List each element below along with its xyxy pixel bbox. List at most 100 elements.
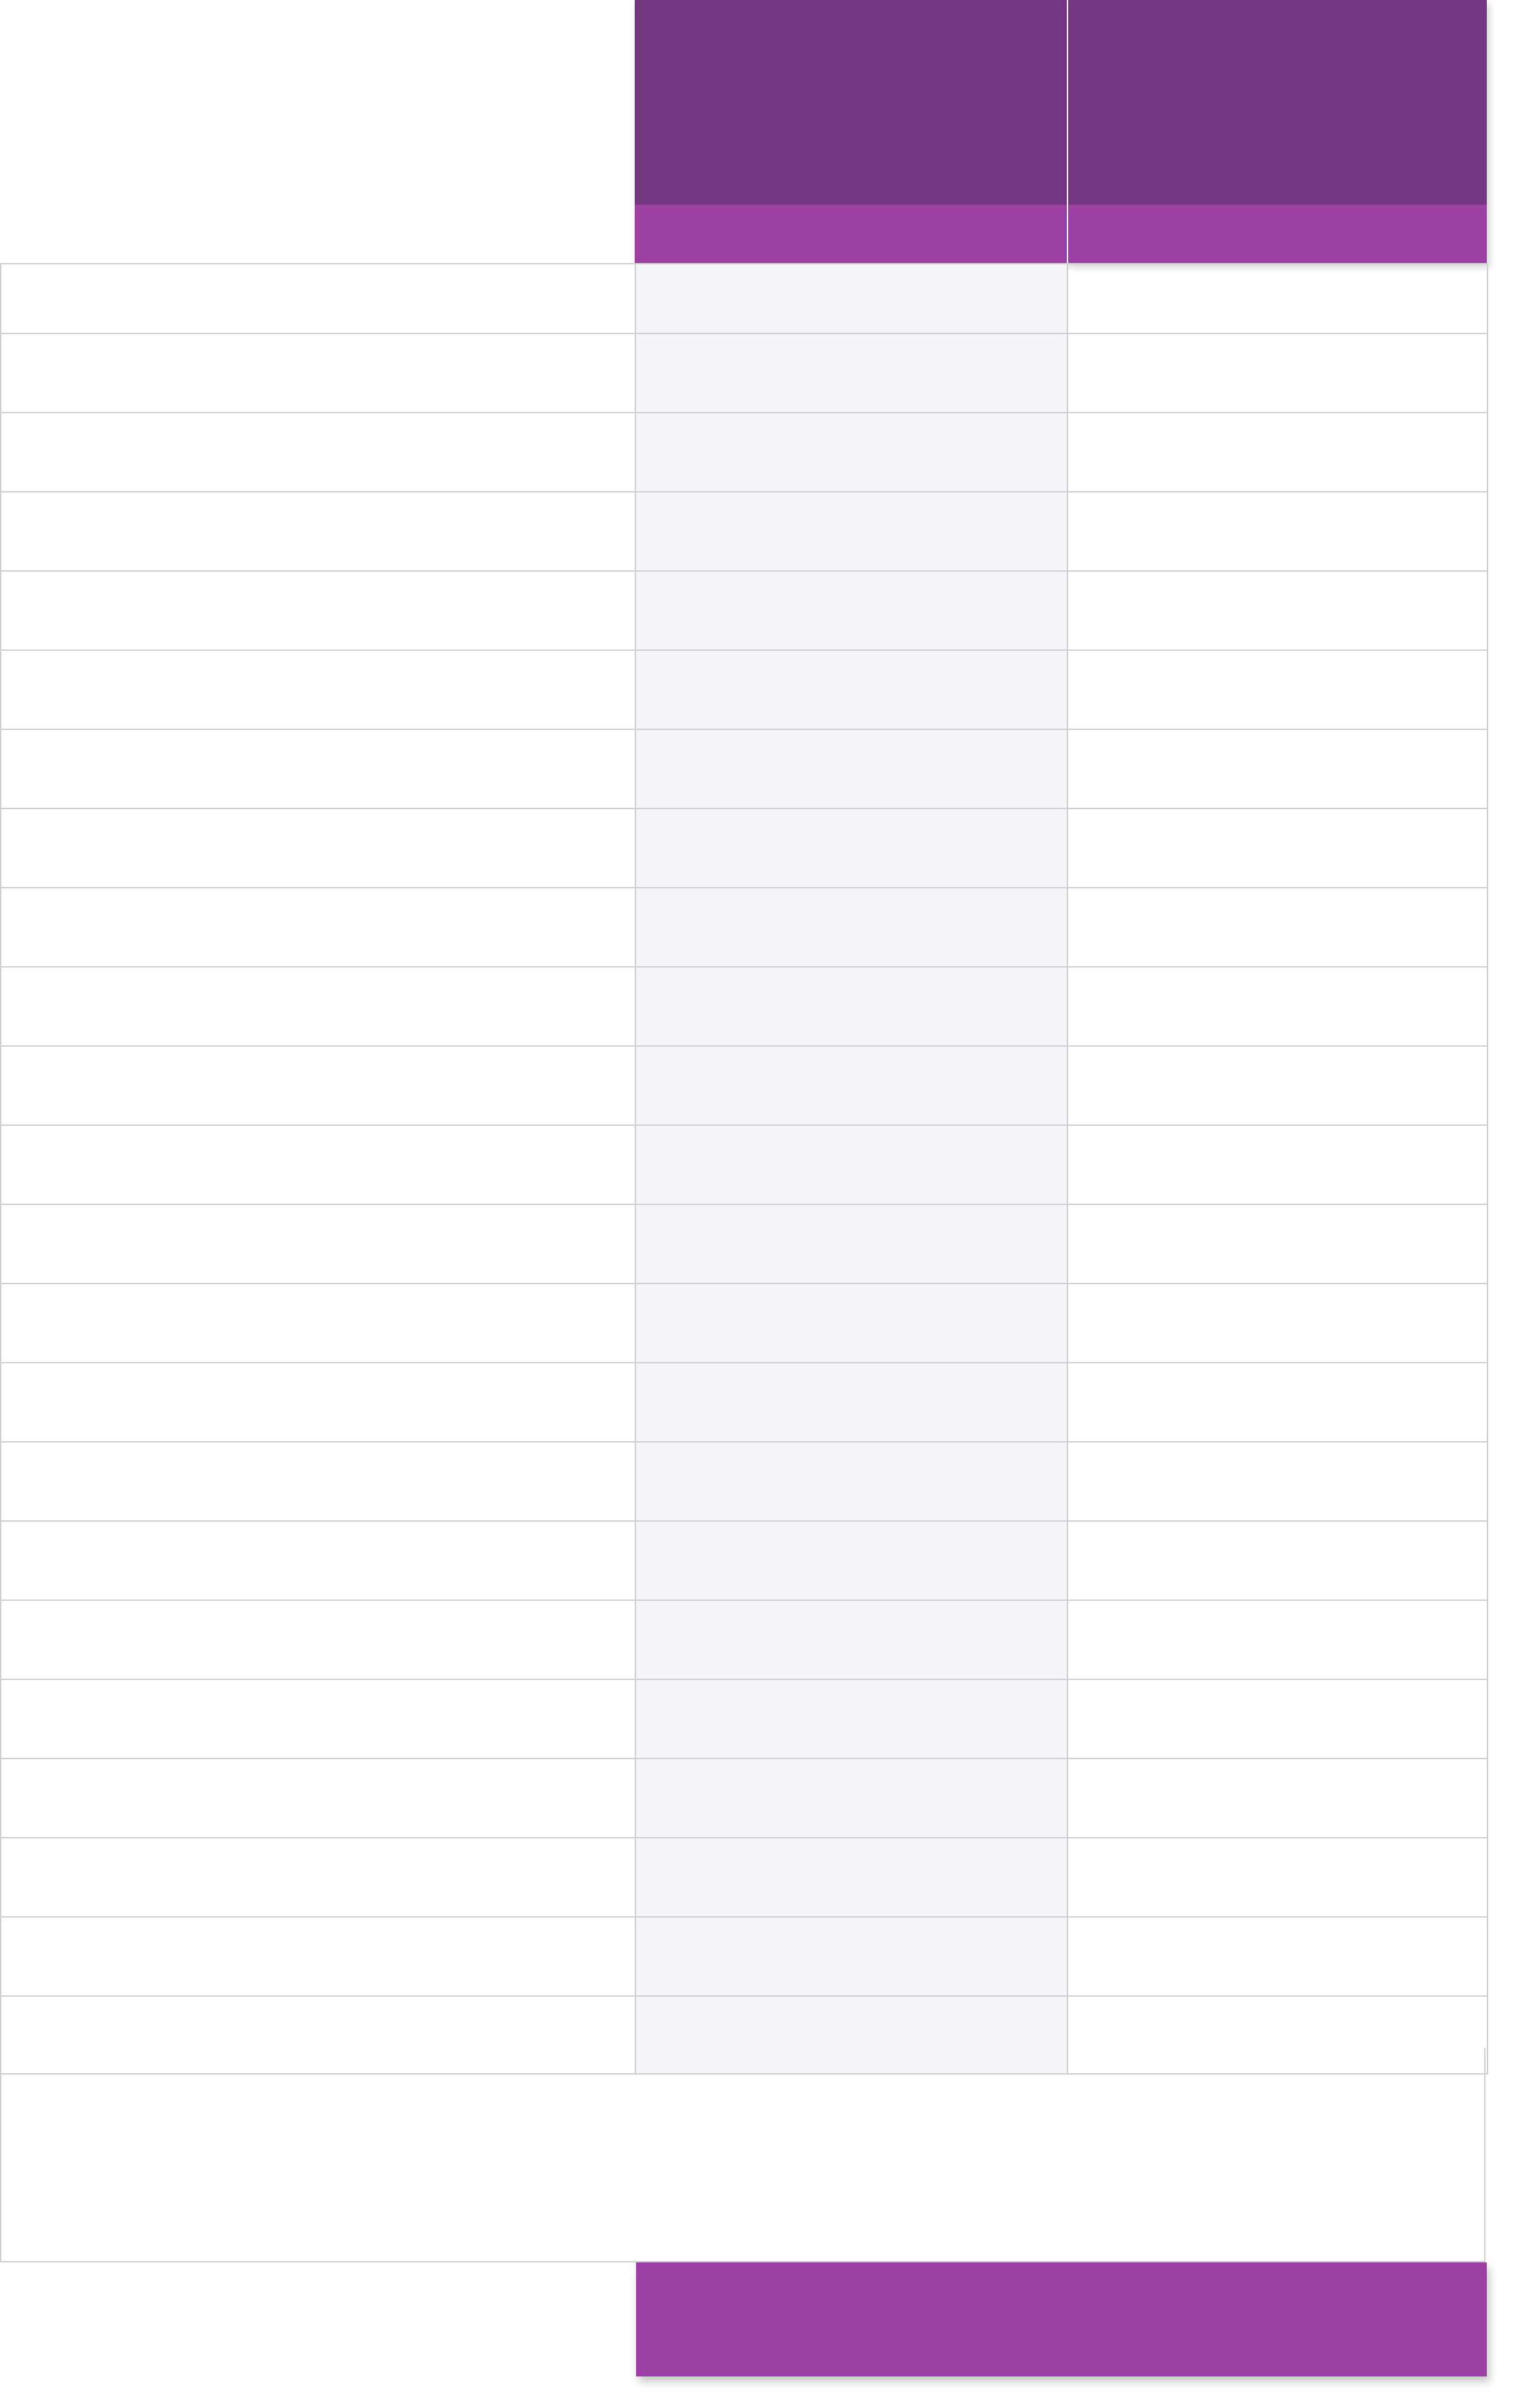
feature-cell bbox=[1, 1205, 636, 1283]
plan-2-value-cell bbox=[1068, 1443, 1484, 1520]
table-row bbox=[1, 263, 1487, 334]
table-row bbox=[1, 967, 1487, 1047]
table-row bbox=[1, 334, 1487, 413]
feature-cell bbox=[1, 967, 636, 1045]
plan-2-value-cell bbox=[1068, 492, 1484, 570]
plan-2-value-cell bbox=[1068, 1759, 1484, 1837]
plan-1-value-cell bbox=[636, 492, 1068, 570]
plan-1-value-cell bbox=[636, 809, 1068, 887]
table-row bbox=[1, 888, 1487, 967]
plan-1-value-cell bbox=[636, 1522, 1068, 1600]
feature-cell bbox=[1, 1759, 636, 1837]
table-row bbox=[1, 1047, 1487, 1126]
plan-2-value-cell bbox=[1068, 1205, 1484, 1283]
feature-cell bbox=[1, 1047, 636, 1124]
table-row bbox=[1, 730, 1487, 809]
table-row bbox=[1, 1601, 1487, 1680]
plan-1-value-cell bbox=[636, 1997, 1068, 2073]
plan-2-value-cell bbox=[1068, 809, 1484, 887]
plan-1-value-cell bbox=[636, 1363, 1068, 1441]
plan-2-value-cell bbox=[1068, 264, 1484, 333]
feature-cell bbox=[1, 264, 636, 333]
plan-header-1 bbox=[635, 0, 1067, 263]
plan-header-1-title bbox=[635, 0, 1067, 205]
plan-2-value-cell bbox=[1068, 1838, 1484, 1916]
table-row bbox=[1, 572, 1487, 651]
table-row bbox=[1, 1759, 1487, 1838]
plan-1-value-cell bbox=[636, 888, 1068, 966]
feature-cell bbox=[1, 1284, 636, 1362]
table-row bbox=[1, 1680, 1487, 1759]
table-row bbox=[1, 1443, 1487, 1522]
plan-1-value-cell bbox=[636, 1680, 1068, 1758]
plan-1-value-cell bbox=[636, 1205, 1068, 1283]
header-column-divider bbox=[1067, 0, 1068, 263]
plan-2-value-cell bbox=[1068, 1601, 1484, 1679]
plan-header-2-band bbox=[1068, 205, 1487, 263]
plan-2-value-cell bbox=[1068, 1918, 1484, 1995]
plan-2-value-cell bbox=[1068, 334, 1484, 412]
plan-header-2 bbox=[1068, 0, 1487, 263]
plan-2-value-cell bbox=[1068, 730, 1484, 808]
table-row bbox=[1, 492, 1487, 572]
feature-cell bbox=[1, 1838, 636, 1916]
plan-2-value-cell bbox=[1068, 572, 1484, 649]
plan-1-value-cell bbox=[636, 1759, 1068, 1837]
table-row bbox=[1, 1205, 1487, 1284]
plan-1-value-cell bbox=[636, 730, 1068, 808]
feature-cell bbox=[1, 1997, 636, 2073]
plan-2-value-cell bbox=[1068, 967, 1484, 1045]
table-row bbox=[1, 413, 1487, 492]
feature-cell bbox=[1, 1126, 636, 1204]
plan-1-value-cell bbox=[636, 334, 1068, 412]
plan-2-value-cell bbox=[1068, 1047, 1484, 1124]
feature-cell bbox=[1, 334, 636, 412]
table-row bbox=[1, 1997, 1487, 2075]
plan-header-1-band bbox=[635, 205, 1067, 263]
feature-cell bbox=[1, 1918, 636, 1995]
table-row bbox=[1, 1126, 1487, 1205]
plan-1-value-cell bbox=[636, 967, 1068, 1045]
plan-2-value-cell bbox=[1068, 1680, 1484, 1758]
plan-1-value-cell bbox=[636, 1284, 1068, 1362]
comparison-table bbox=[0, 263, 1488, 2075]
table-row bbox=[1, 1522, 1487, 1601]
feature-cell bbox=[1, 730, 636, 808]
plan-1-value-cell bbox=[636, 1918, 1068, 1995]
feature-cell bbox=[1, 1680, 636, 1758]
plan-2-value-cell bbox=[1068, 888, 1484, 966]
table-row bbox=[1, 809, 1487, 888]
table-row bbox=[1, 1838, 1487, 1918]
feature-cell bbox=[1, 413, 636, 491]
feature-cell bbox=[1, 492, 636, 570]
plan-1-value-cell bbox=[636, 264, 1068, 333]
plan-1-value-cell bbox=[636, 413, 1068, 491]
feature-cell bbox=[1, 809, 636, 887]
plan-2-value-cell bbox=[1068, 651, 1484, 729]
feature-cell bbox=[1, 888, 636, 966]
feature-cell bbox=[1, 651, 636, 729]
feature-cell bbox=[1, 1522, 636, 1600]
feature-cell bbox=[1, 1601, 636, 1679]
plan-1-value-cell bbox=[636, 651, 1068, 729]
table-footnote bbox=[0, 2048, 1485, 2262]
plan-1-value-cell bbox=[636, 1047, 1068, 1124]
feature-cell bbox=[1, 1443, 636, 1520]
table-row bbox=[1, 651, 1487, 730]
plan-2-value-cell bbox=[1068, 1284, 1484, 1362]
plan-1-value-cell bbox=[636, 1443, 1068, 1520]
plan-header-2-title bbox=[1068, 0, 1487, 205]
table-row bbox=[1, 1284, 1487, 1363]
cta-button[interactable] bbox=[636, 2262, 1487, 2376]
plan-1-value-cell bbox=[636, 1838, 1068, 1916]
plan-1-value-cell bbox=[636, 1601, 1068, 1679]
plan-2-value-cell bbox=[1068, 1363, 1484, 1441]
feature-cell bbox=[1, 1363, 636, 1441]
plan-1-value-cell bbox=[636, 1126, 1068, 1204]
table-row bbox=[1, 1918, 1487, 1997]
plan-2-value-cell bbox=[1068, 413, 1484, 491]
plan-2-value-cell bbox=[1068, 1126, 1484, 1204]
feature-cell bbox=[1, 572, 636, 649]
plan-2-value-cell bbox=[1068, 1522, 1484, 1600]
